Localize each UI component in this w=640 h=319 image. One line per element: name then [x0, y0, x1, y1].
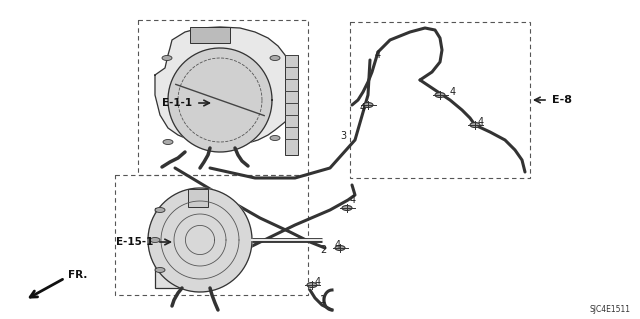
Circle shape — [150, 238, 160, 242]
Text: 4: 4 — [478, 117, 484, 127]
Text: 4: 4 — [315, 277, 321, 287]
Polygon shape — [148, 188, 252, 292]
Text: 4: 4 — [360, 103, 366, 113]
Text: 4: 4 — [335, 240, 341, 250]
Text: 1: 1 — [320, 295, 326, 305]
Polygon shape — [155, 27, 296, 145]
Bar — [138, 20, 308, 175]
Text: 4: 4 — [450, 87, 456, 97]
Text: E-1-1: E-1-1 — [162, 98, 192, 108]
Bar — [155, 208, 210, 288]
Circle shape — [163, 139, 173, 145]
Circle shape — [155, 268, 165, 272]
Circle shape — [270, 136, 280, 140]
Text: 4: 4 — [350, 195, 356, 205]
Circle shape — [162, 56, 172, 61]
Bar — [190, 27, 230, 43]
Circle shape — [363, 102, 373, 108]
Bar — [188, 189, 208, 207]
Text: 4: 4 — [375, 50, 381, 60]
Text: SJC4E1511: SJC4E1511 — [589, 305, 630, 314]
Polygon shape — [168, 48, 272, 152]
Text: E-8: E-8 — [552, 95, 572, 105]
Bar — [115, 175, 308, 295]
Circle shape — [335, 246, 345, 250]
Bar — [350, 22, 530, 178]
Circle shape — [470, 122, 480, 128]
Circle shape — [435, 93, 445, 98]
Bar — [285, 55, 298, 155]
Text: FR.: FR. — [68, 270, 88, 280]
Circle shape — [270, 56, 280, 61]
Text: 3: 3 — [340, 131, 346, 141]
Circle shape — [307, 283, 317, 287]
Text: 2: 2 — [320, 245, 326, 255]
Circle shape — [342, 205, 352, 211]
Text: E-15-1: E-15-1 — [116, 237, 153, 247]
Circle shape — [155, 207, 165, 212]
